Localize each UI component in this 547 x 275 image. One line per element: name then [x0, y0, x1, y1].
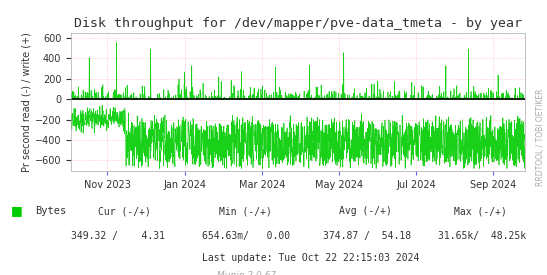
Text: Min (-/+): Min (-/+): [219, 207, 272, 216]
Text: 349.32 /    4.31: 349.32 / 4.31: [71, 231, 165, 241]
Text: 654.63m/   0.00: 654.63m/ 0.00: [202, 231, 290, 241]
Text: Cur (-/+): Cur (-/+): [98, 207, 152, 216]
Text: Avg (-/+): Avg (-/+): [339, 207, 392, 216]
Text: 374.87 /  54.18: 374.87 / 54.18: [323, 231, 411, 241]
Text: Munin 2.0.67: Munin 2.0.67: [217, 271, 276, 275]
Text: ■: ■: [11, 205, 22, 218]
Text: Bytes: Bytes: [36, 207, 67, 216]
Text: 31.65k/  48.25k: 31.65k/ 48.25k: [438, 231, 526, 241]
Text: Max (-/+): Max (-/+): [454, 207, 507, 216]
Y-axis label: Pr second read (-) / write (+): Pr second read (-) / write (+): [22, 32, 32, 172]
Title: Disk throughput for /dev/mapper/pve-data_tmeta - by year: Disk throughput for /dev/mapper/pve-data…: [74, 17, 522, 31]
Text: Last update: Tue Oct 22 22:15:03 2024: Last update: Tue Oct 22 22:15:03 2024: [202, 253, 420, 263]
Text: RRDTOOL / TOBI OETIKER: RRDTOOL / TOBI OETIKER: [536, 89, 544, 186]
